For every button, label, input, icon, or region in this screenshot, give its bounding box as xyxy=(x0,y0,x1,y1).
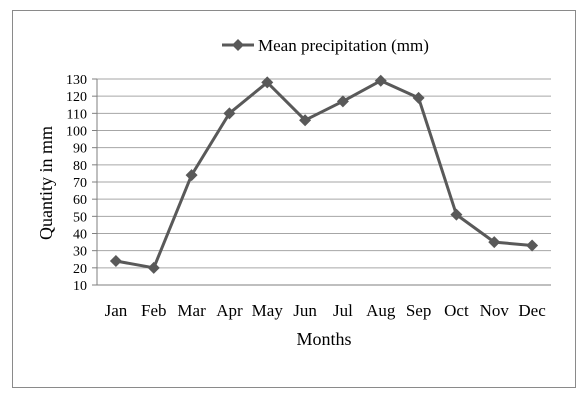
y-tick-label: 50 xyxy=(73,210,87,225)
data-point-dec xyxy=(526,239,539,252)
y-tick-label: 90 xyxy=(73,142,87,157)
x-tick-label: Feb xyxy=(141,301,167,320)
data-point-feb xyxy=(147,261,160,274)
y-tick-label: 100 xyxy=(66,125,87,140)
data-point-may xyxy=(261,76,274,89)
y-tick-label: 70 xyxy=(73,176,87,191)
x-tick-label: Apr xyxy=(216,301,243,320)
x-tick-label: Oct xyxy=(444,301,469,320)
y-tick-labels: 10 20 30 40 50 60 70 80 90 100 110 120 130 xyxy=(66,73,87,294)
x-tick-label: Aug xyxy=(366,301,396,320)
x-axis-title: Months xyxy=(296,329,351,349)
x-tick-label: Mar xyxy=(177,301,206,320)
x-tick-label: Sep xyxy=(406,301,432,320)
x-tick-labels: Jan Feb Mar Apr May Jun Jul Aug Sep Oct Nov Dec xyxy=(105,301,547,320)
x-tick-label: Jul xyxy=(333,301,353,320)
y-tick-label: 130 xyxy=(66,73,87,88)
x-tick-label: Jan xyxy=(105,301,128,320)
data-point-apr xyxy=(223,107,236,120)
data-point-aug xyxy=(374,74,387,87)
y-tick-label: 110 xyxy=(67,107,87,122)
data-point-jun xyxy=(299,114,312,127)
y-tick-label: 80 xyxy=(73,159,87,174)
data-point-sep xyxy=(412,91,425,104)
legend-marker xyxy=(232,39,244,51)
data-point-jan xyxy=(109,254,122,267)
y-axis-title: Quantity in mm xyxy=(36,126,56,240)
series-line xyxy=(115,79,533,270)
x-tick-label: Nov xyxy=(480,301,510,320)
data-point-nov xyxy=(488,236,501,249)
gridlines xyxy=(92,78,551,286)
x-tick-label: May xyxy=(252,301,284,320)
axes xyxy=(96,79,551,286)
y-tick-label: 120 xyxy=(66,90,87,105)
y-tick-label: 30 xyxy=(73,245,87,260)
legend-label: Mean precipitation (mm) xyxy=(258,36,429,55)
y-tick-label: 10 xyxy=(73,279,87,294)
series-layer xyxy=(109,74,539,274)
data-point-oct xyxy=(450,208,463,221)
data-point-jul xyxy=(336,95,349,108)
x-tick-label: Jun xyxy=(293,301,317,320)
y-tick-label: 40 xyxy=(73,228,87,243)
y-tick-label: 60 xyxy=(73,193,87,208)
y-tick-label: 20 xyxy=(73,262,87,277)
legend: Mean precipitation (mm) xyxy=(222,36,429,55)
data-point-mar xyxy=(185,169,198,182)
x-tick-label: Dec xyxy=(518,301,546,320)
